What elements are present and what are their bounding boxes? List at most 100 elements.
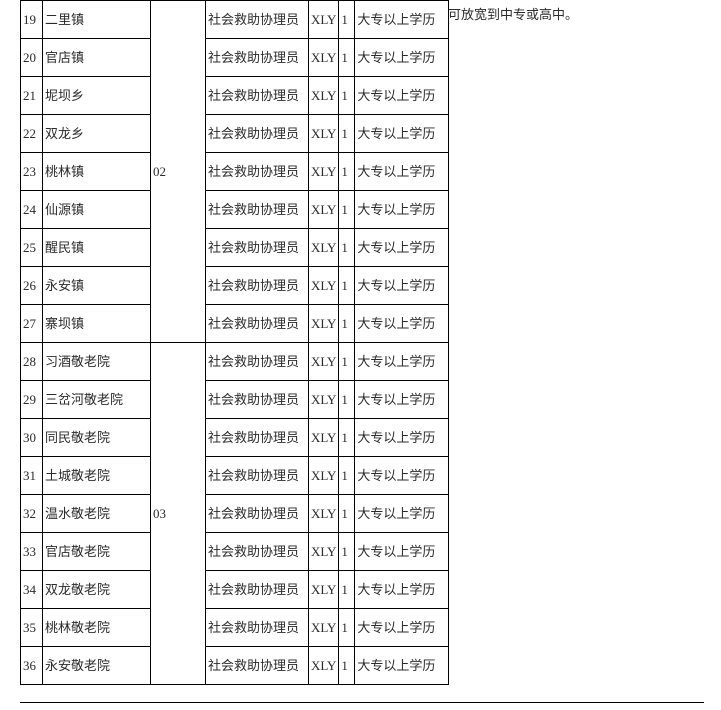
cell-edu: 大专以上学历	[355, 571, 449, 609]
cell-code: XLY	[309, 609, 339, 647]
cell-name: 寨坝镇	[43, 305, 151, 343]
table-row: 33官店敬老院 社会救助协理员XLY1大专以上学历	[21, 533, 449, 571]
cell-seq: 28	[21, 343, 43, 381]
cell-code: XLY	[309, 343, 339, 381]
table-row: 22双龙乡 社会救助协理员XLY1大专以上学历	[21, 115, 449, 153]
table-row: 31土城敬老院社会救助协理员XLY1大专以上学历	[21, 457, 449, 495]
cell-name: 土城敬老院	[43, 457, 151, 495]
cell-edu: 大专以上学历	[355, 495, 449, 533]
cell-seq: 29	[21, 381, 43, 419]
table-row: 19二里镇02社会救助协理员XLY1大专以上学历	[21, 1, 449, 39]
cell-code: XLY	[309, 495, 339, 533]
cell-name: 永安镇	[43, 267, 151, 305]
cell-seq: 25	[21, 229, 43, 267]
cell-code: XLY	[309, 305, 339, 343]
cell-count: 1	[339, 305, 355, 343]
table-row: 26永安镇社会救助协理员XLY1大专以上学历	[21, 267, 449, 305]
cell-code: XLY	[309, 419, 339, 457]
cell-edu: 大专以上学历	[355, 647, 449, 685]
cell-count: 1	[339, 495, 355, 533]
cell-name: 同民敬老院	[43, 419, 151, 457]
table-row: 32温水敬老院社会救助协理员XLY1大专以上学历	[21, 495, 449, 533]
cell-seq: 35	[21, 609, 43, 647]
cell-seq: 24	[21, 191, 43, 229]
cell-count: 1	[339, 457, 355, 495]
cell-edu: 大专以上学历	[355, 305, 449, 343]
cell-name: 永安敬老院	[43, 647, 151, 685]
cell-edu: 大专以上学历	[355, 533, 449, 571]
cell-code: XLY	[309, 1, 339, 39]
cell-name: 双龙乡	[43, 115, 151, 153]
table-row: 35桃林敬老院社会救助协理员XLY1大专以上学历	[21, 609, 449, 647]
table-row: 36永安敬老院社会救助协理员XLY1大专以上学历	[21, 647, 449, 685]
cell-edu: 大专以上学历	[355, 39, 449, 77]
cell-count: 1	[339, 39, 355, 77]
cell-job: 社会救助协理员	[206, 39, 309, 77]
cell-job: 社会救助协理员	[206, 571, 309, 609]
cell-edu: 大专以上学历	[355, 1, 449, 39]
cell-seq: 19	[21, 1, 43, 39]
cell-count: 1	[339, 647, 355, 685]
cell-count: 1	[339, 381, 355, 419]
cell-seq: 33	[21, 533, 43, 571]
table-row: 27寨坝镇社会救助协理员XLY1大专以上学历	[21, 305, 449, 343]
cell-count: 1	[339, 1, 355, 39]
cell-code: XLY	[309, 115, 339, 153]
cell-name: 习酒敬老院	[43, 343, 151, 381]
cell-count: 1	[339, 571, 355, 609]
cell-job: 社会救助协理员	[206, 305, 309, 343]
cell-code: XLY	[309, 39, 339, 77]
cell-seq: 21	[21, 77, 43, 115]
cell-job: 社会救助协理员	[206, 533, 309, 571]
cell-code: XLY	[309, 191, 339, 229]
cell-name: 官店敬老院	[43, 533, 151, 571]
cell-job: 社会救助协理员	[206, 229, 309, 267]
cell-seq: 22	[21, 115, 43, 153]
cell-seq: 34	[21, 571, 43, 609]
cell-group: 02	[151, 1, 206, 343]
cell-code: XLY	[309, 267, 339, 305]
cell-job: 社会救助协理员	[206, 419, 309, 457]
cell-count: 1	[339, 533, 355, 571]
cell-edu: 大专以上学历	[355, 381, 449, 419]
cell-edu: 大专以上学历	[355, 115, 449, 153]
cell-seq: 26	[21, 267, 43, 305]
cell-name: 二里镇	[43, 1, 151, 39]
cell-count: 1	[339, 153, 355, 191]
cell-code: XLY	[309, 229, 339, 267]
cell-count: 1	[339, 115, 355, 153]
cell-name: 温水敬老院	[43, 495, 151, 533]
cell-seq: 20	[21, 39, 43, 77]
cell-name: 桃林镇	[43, 153, 151, 191]
cell-code: XLY	[309, 533, 339, 571]
cell-job: 社会救助协理员	[206, 609, 309, 647]
side-note-text: 可放宽到中专或高中。	[448, 6, 708, 24]
cell-job: 社会救助协理员	[206, 115, 309, 153]
cell-name: 官店镇	[43, 39, 151, 77]
cell-code: XLY	[309, 77, 339, 115]
cell-edu: 大专以上学历	[355, 229, 449, 267]
cell-job: 社会救助协理员	[206, 77, 309, 115]
cell-count: 1	[339, 343, 355, 381]
cell-seq: 31	[21, 457, 43, 495]
cell-edu: 大专以上学历	[355, 191, 449, 229]
cell-job: 社会救助协理员	[206, 267, 309, 305]
cell-job: 社会救助协理员	[206, 153, 309, 191]
cell-code: XLY	[309, 153, 339, 191]
cell-name: 三岔河敬老院	[43, 381, 151, 419]
bottom-rule	[20, 702, 704, 703]
cell-code: XLY	[309, 457, 339, 495]
cell-name: 双龙敬老院	[43, 571, 151, 609]
cell-edu: 大专以上学历	[355, 457, 449, 495]
table-row: 29三岔河敬老院社会救助协理员XLY1大专以上学历	[21, 381, 449, 419]
table-row: 24仙源镇社会救助协理员XLY1大专以上学历	[21, 191, 449, 229]
page-root: 可放宽到中专或高中。 19二里镇02社会救助协理员XLY1大专以上学历20官店镇…	[0, 0, 721, 710]
cell-seq: 36	[21, 647, 43, 685]
recruitment-table: 19二里镇02社会救助协理员XLY1大专以上学历20官店镇社会救助协理员XLY1…	[20, 0, 449, 685]
cell-name: 坭坝乡	[43, 77, 151, 115]
cell-code: XLY	[309, 647, 339, 685]
cell-count: 1	[339, 191, 355, 229]
cell-code: XLY	[309, 571, 339, 609]
table-row: 20官店镇 社会救助协理员XLY1大专以上学历	[21, 39, 449, 77]
cell-job: 社会救助协理员	[206, 1, 309, 39]
